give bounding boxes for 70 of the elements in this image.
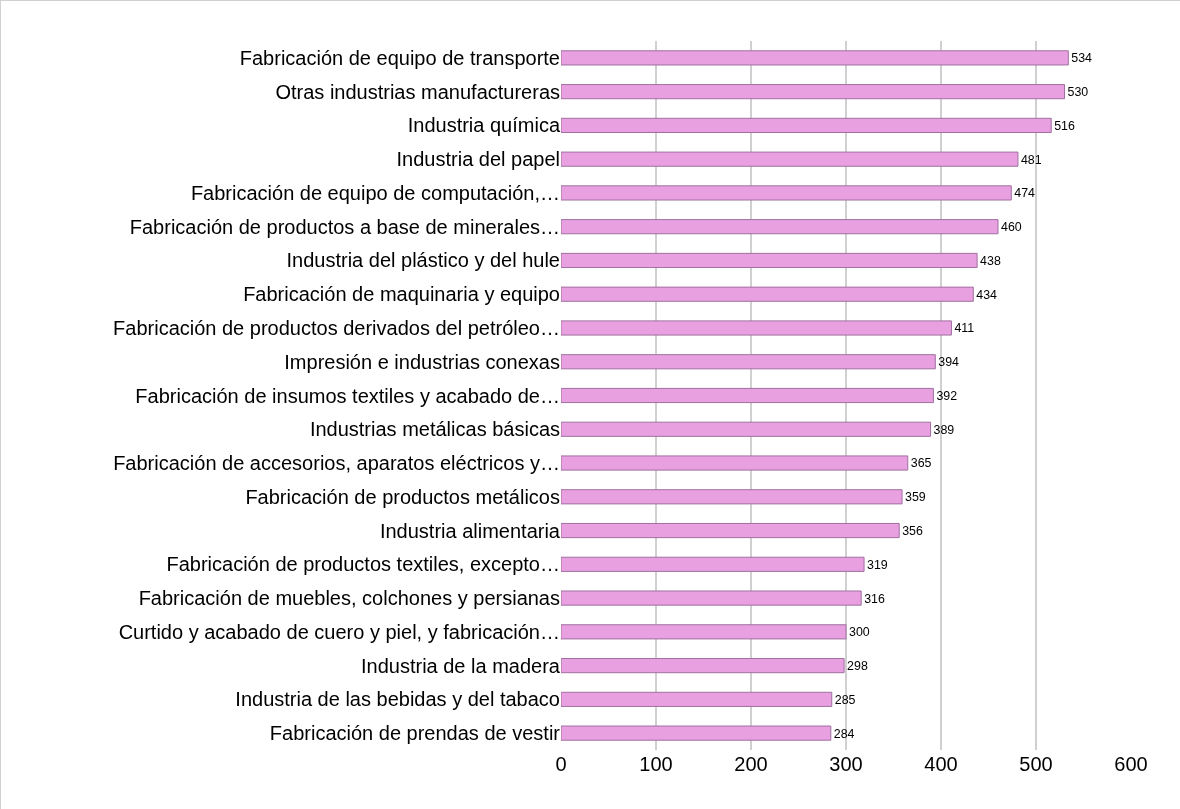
data-label: 394 (938, 355, 960, 370)
bar (561, 455, 909, 471)
data-label: 530 (1067, 85, 1089, 100)
data-label: 474 (1014, 186, 1036, 201)
bar (561, 151, 1019, 167)
data-label: 411 (954, 321, 975, 336)
y-tick-label: Industria alimentaria (379, 519, 561, 542)
y-tick-label: Fabricación de equipo de transporte (239, 46, 560, 69)
y-tick-label: Otras industrias manufactureras (275, 80, 560, 103)
x-tick-label: 200 (734, 753, 768, 775)
bar (561, 354, 936, 370)
data-label: 481 (1020, 152, 1042, 167)
bar (561, 84, 1065, 100)
y-tick-label: Industria del papel (396, 148, 560, 171)
y-tick-label: Fabricación de productos derivados del petróleo… (113, 316, 560, 339)
bar (561, 117, 1052, 133)
y-tick-label: Fabricación de productos a base de minerales… (129, 215, 560, 238)
data-label: 438 (980, 253, 1001, 268)
x-tick-label: 0 (555, 753, 567, 775)
y-tick-label: Fabricación de insumos textiles y acabado de… (135, 384, 560, 407)
bar (561, 219, 999, 235)
y-tick-label: Fabricación de accesorios, aparatos eléctricos y… (113, 452, 560, 475)
y-tick-label: Fabricación de equipo de computación,… (190, 181, 560, 204)
bar (561, 691, 833, 707)
bar (561, 387, 934, 404)
bar (561, 522, 900, 539)
y-tick-label: Fabricación de prendas de vestir (269, 722, 561, 745)
bar (561, 320, 952, 336)
y-tick-label: Industria del plástico y del hule (286, 249, 560, 272)
data-label: 392 (936, 388, 958, 403)
bar (561, 185, 1012, 201)
data-label: 300 (849, 625, 870, 640)
y-tick-label: Industrias metálicas básicas (309, 418, 560, 441)
x-tick-label: 100 (639, 753, 673, 775)
y-tick-label: Curtido y acabado de cuero y piel, y fabricación… (118, 620, 560, 643)
y-tick-label: Fabricación de muebles, colchones y persianas (138, 587, 560, 610)
data-label: 434 (976, 287, 998, 302)
x-tick-label: 300 (829, 753, 863, 775)
y-tick-label: Industria química (407, 114, 561, 137)
bar (561, 590, 862, 606)
bar (561, 50, 1069, 66)
x-tick-label: 500 (1019, 753, 1053, 775)
bar (561, 252, 978, 269)
y-tick-label: Industria de la madera (360, 654, 561, 677)
x-tick-label: 400 (924, 753, 958, 775)
data-label: 284 (833, 726, 855, 741)
bar (561, 489, 903, 505)
bar (561, 556, 865, 572)
bar (561, 658, 845, 674)
data-label: 365 (910, 456, 932, 471)
y-tick-label: Industria de las bebidas y del tabaco (235, 688, 560, 711)
bar (561, 421, 932, 437)
y-tick-label: Fabricación de maquinaria y equipo (243, 283, 560, 306)
data-label: 298 (847, 659, 868, 674)
data-label: 359 (905, 490, 926, 505)
bar (561, 624, 847, 640)
data-label: 316 (864, 591, 885, 606)
y-tick-label: Fabricación de productos textiles, excepto… (166, 553, 560, 576)
data-label: 534 (1071, 51, 1093, 66)
y-tick-label: Fabricación de productos metálicos (245, 485, 560, 508)
bar (561, 725, 832, 741)
data-label: 285 (834, 692, 856, 707)
data-label: 460 (1001, 220, 1022, 235)
x-tick-label: 600 (1114, 753, 1148, 775)
data-label: 389 (933, 422, 955, 437)
data-label: 319 (867, 557, 888, 572)
data-label: 356 (902, 523, 923, 538)
data-label: 516 (1054, 118, 1075, 133)
bar (561, 286, 974, 302)
y-tick-label: Impresión e industrias conexas (284, 350, 560, 373)
